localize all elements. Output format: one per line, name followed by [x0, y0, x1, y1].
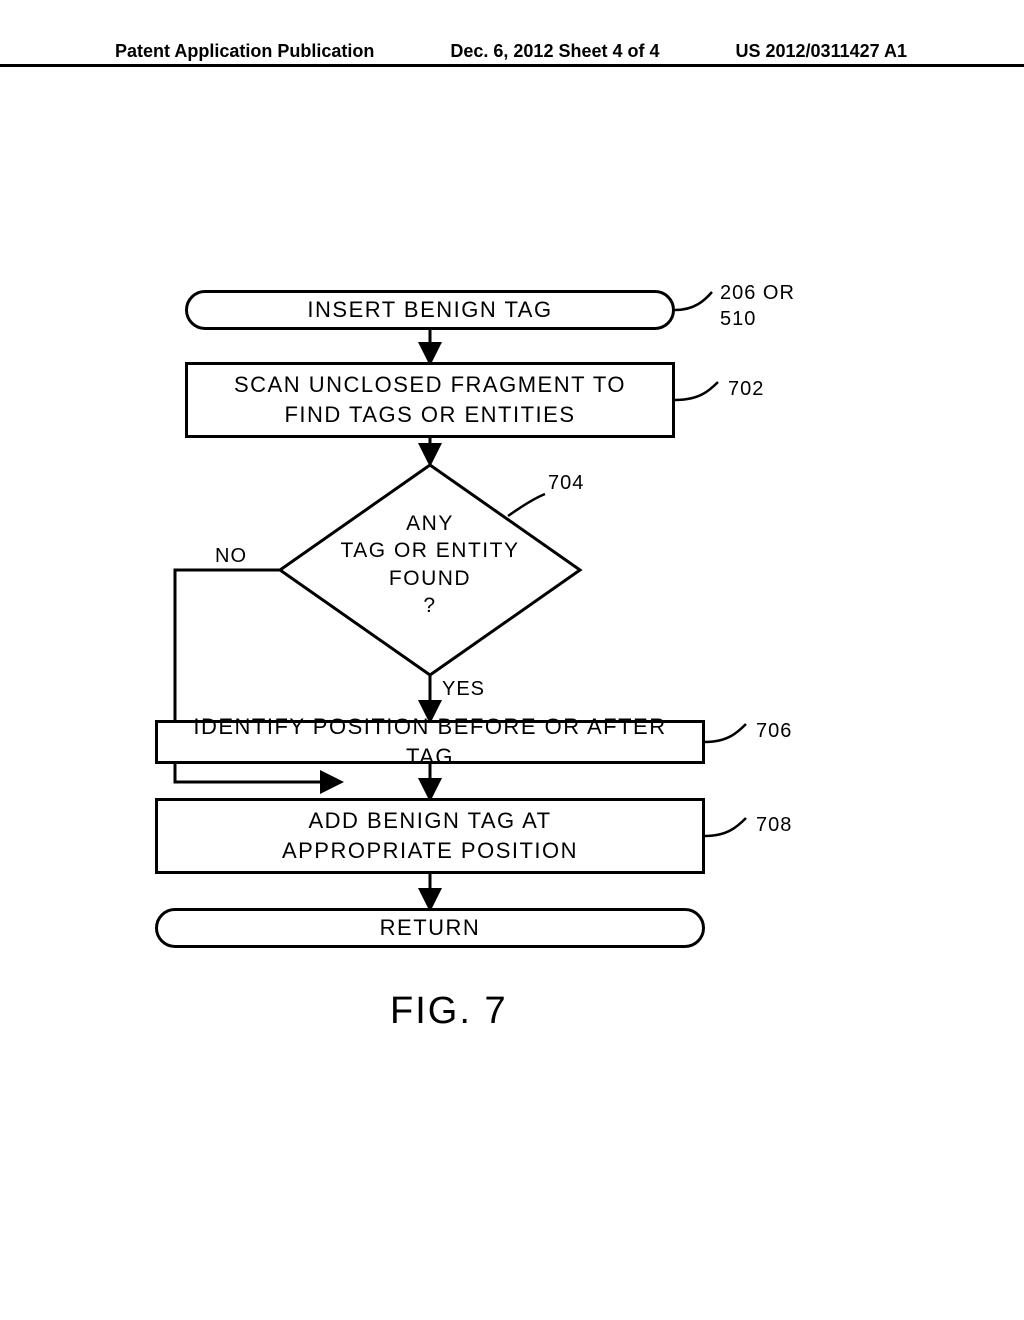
ref-708: 708 [756, 814, 792, 837]
flowchart-canvas: INSERT BENIGN TAG SCAN UNCLOSED FRAGMENT… [0, 0, 1024, 1320]
node-start: INSERT BENIGN TAG [185, 290, 675, 330]
node-start-text: INSERT BENIGN TAG [307, 295, 552, 325]
node-scan-text: SCAN UNCLOSED FRAGMENT TO FIND TAGS OR E… [234, 370, 626, 429]
node-add-text: ADD BENIGN TAG AT APPROPRIATE POSITION [282, 806, 578, 865]
node-return-text: RETURN [380, 913, 481, 943]
decision-text-span: ANY TAG OR ENTITY FOUND ? [341, 512, 520, 617]
ref-702: 702 [728, 378, 764, 401]
edge-label-yes: YES [442, 678, 485, 701]
ref-704: 704 [548, 472, 584, 495]
node-identify-text: IDENTIFY POSITION BEFORE OR AFTER TAG [166, 712, 694, 771]
node-scan: SCAN UNCLOSED FRAGMENT TO FIND TAGS OR E… [185, 362, 675, 438]
node-return: RETURN [155, 908, 705, 948]
ref-706: 706 [756, 720, 792, 743]
node-add: ADD BENIGN TAG AT APPROPRIATE POSITION [155, 798, 705, 874]
connectors-svg [0, 0, 1024, 1320]
ref-start: 206 OR 510 [720, 280, 795, 332]
edge-label-no: NO [215, 545, 247, 568]
node-decision-text: ANY TAG OR ENTITY FOUND ? [330, 510, 530, 619]
figure-caption: FIG. 7 [390, 990, 508, 1033]
node-identify: IDENTIFY POSITION BEFORE OR AFTER TAG [155, 720, 705, 764]
